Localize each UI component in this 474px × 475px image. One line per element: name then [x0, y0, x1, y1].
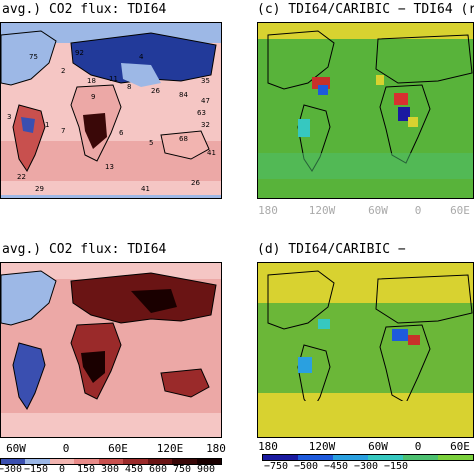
region-number: 47 — [201, 97, 210, 105]
region-number: 41 — [207, 149, 216, 157]
region-number: 29 — [35, 185, 44, 193]
colorbar-swatch — [123, 459, 148, 464]
colorbar-label: −450 — [323, 461, 349, 472]
colorbar-label: 900 — [196, 464, 216, 475]
region-number: 13 — [105, 163, 114, 171]
region-number: 2 — [61, 67, 65, 75]
panel-d-title: (d) TDI64/CARIBIC − — [257, 242, 406, 257]
lon-tick-label: 120W — [308, 204, 336, 217]
colorbar-label: 0 — [58, 464, 66, 475]
colorbar-label: −150 — [23, 464, 49, 475]
region-number: 84 — [179, 91, 188, 99]
colorbar-swatch — [25, 459, 50, 464]
map-d-graphic — [258, 270, 473, 437]
map-panel-c — [257, 22, 474, 199]
colorbar-swatch — [438, 455, 473, 460]
colorbar-swatch — [403, 455, 438, 460]
colorbar-swatch — [263, 455, 298, 460]
panel-c-title: (c) TDI64/CARIBIC − TDI64 (r — [257, 2, 474, 17]
colorbar-label: −150 — [383, 461, 409, 472]
region-number: 41 — [141, 185, 150, 193]
region-number: 32 — [201, 121, 210, 129]
panel-b-title: avg.) CO2 flux: TDI64 — [2, 242, 167, 257]
map-b-graphic — [1, 263, 221, 437]
lon-tick-label: 0 — [62, 442, 70, 455]
colorbar-label: 600 — [148, 464, 168, 475]
colorbar-label: −500 — [293, 461, 319, 472]
region-number: 92 — [75, 49, 84, 57]
lon-tick-label: 60E — [108, 442, 128, 455]
lon-tick-label: 120E — [156, 442, 184, 455]
colorbar-label: −300 — [353, 461, 379, 472]
lon-tick-label: 60W — [368, 204, 388, 217]
colorbar-swatch — [74, 459, 99, 464]
lon-tick-label: 0 — [414, 440, 422, 453]
colorbar-swatch — [147, 459, 173, 464]
region-number: 68 — [179, 135, 188, 143]
lon-tick-label: 0 — [414, 204, 422, 217]
colorbar-swatch — [98, 459, 124, 464]
colorbar-label: 750 — [172, 464, 192, 475]
colorbar-swatch — [368, 455, 403, 460]
map-panel-a: 75 92 2 18 11 8 26 84 63 32 3 1 7 6 5 68… — [0, 22, 222, 199]
region-number: 7 — [61, 127, 65, 135]
lon-tick-label: 180 — [258, 440, 278, 453]
region-number: 5 — [149, 139, 153, 147]
colorbar-label: 450 — [124, 464, 144, 475]
region-number: 3 — [7, 113, 11, 121]
map-a-graphic: 75 92 2 18 11 8 26 84 63 32 3 1 7 6 5 68… — [1, 23, 221, 198]
region-number: 26 — [151, 87, 160, 95]
lon-tick-label: 60W — [368, 440, 388, 453]
colorbar-label: −750 — [263, 461, 289, 472]
colorbar-label: 300 — [100, 464, 120, 475]
region-number: 11 — [109, 75, 118, 83]
colorbar-swatch — [1, 459, 26, 464]
lon-tick-label: 60E — [450, 440, 470, 453]
colorbar-label: 150 — [76, 464, 96, 475]
lon-tick-label: 120W — [308, 440, 336, 453]
region-number: 22 — [17, 173, 26, 181]
map-panel-b — [0, 262, 222, 438]
colorbar-swatch — [172, 459, 197, 464]
region-number: 6 — [119, 129, 124, 137]
region-number: 4 — [139, 53, 144, 61]
lon-tick-label: 180 — [206, 442, 226, 455]
lon-tick-label: 60E — [450, 204, 470, 217]
colorbar-left — [0, 458, 222, 465]
region-number: 63 — [197, 109, 206, 117]
colorbar-swatch — [298, 455, 333, 460]
region-number: 18 — [87, 77, 96, 85]
colorbar-right — [262, 454, 474, 461]
lon-tick-label: 60W — [6, 442, 26, 455]
colorbar-swatch — [49, 459, 75, 464]
region-number: 1 — [45, 121, 49, 129]
region-number: 75 — [29, 53, 38, 61]
region-number: 8 — [127, 83, 131, 91]
colorbar-swatch — [196, 459, 221, 464]
map-panel-d — [257, 262, 474, 438]
colorbar-label: −300 — [0, 464, 23, 475]
region-number: 26 — [191, 179, 200, 187]
map-c-graphic — [258, 23, 473, 179]
region-number: 35 — [201, 77, 210, 85]
panel-a-title: avg.) CO2 flux: TDI64 — [2, 2, 167, 17]
lon-tick-label: 180 — [258, 204, 278, 217]
region-number: 9 — [91, 93, 95, 101]
colorbar-swatch — [333, 455, 368, 460]
